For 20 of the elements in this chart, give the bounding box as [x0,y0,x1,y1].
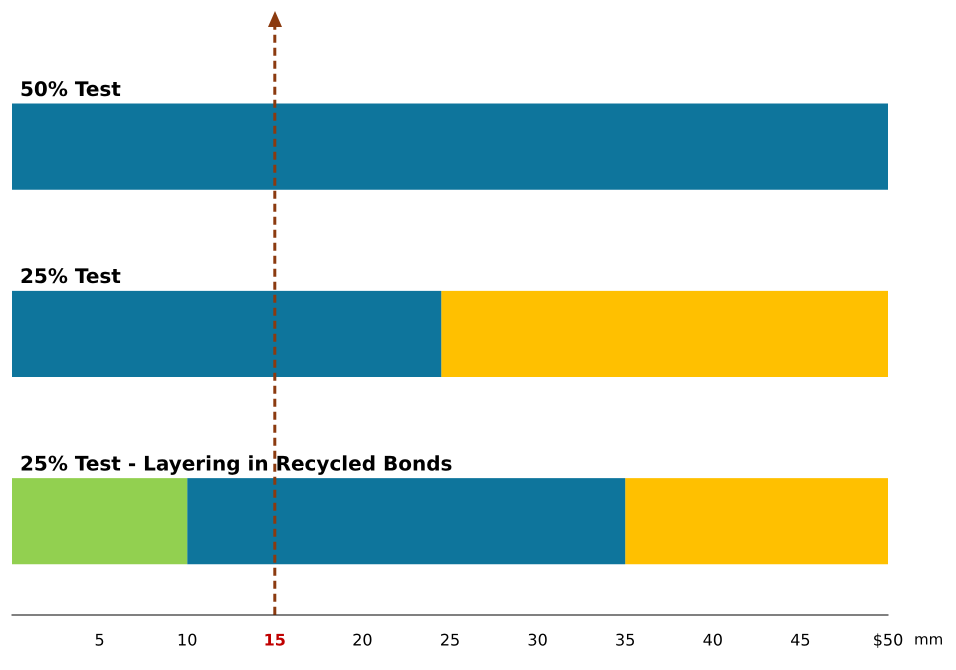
x-tick-label: 45 [790,630,811,650]
x-tick-label: 20 [352,630,373,650]
bar [187,478,626,564]
x-tick-label: 40 [702,630,723,650]
bar [12,478,188,564]
y-tick-label: 25% Test - Layering in Recycled Bonds [20,451,452,476]
x-tick-label: 30 [527,630,548,650]
bar [441,290,888,377]
x-axis-title: mm [914,630,944,649]
bar [625,478,888,564]
x-tick-label: 25 [440,630,460,650]
x-tick-label: 15 [264,630,286,650]
y-tick-label: 50% Test [20,76,122,101]
x-tick-label: 10 [177,630,198,650]
x-tick-label: $50 [872,630,904,650]
x-tick-label: 5 [94,630,105,650]
bar [12,104,888,190]
bar [12,290,442,377]
x-tick-label: 35 [615,630,636,650]
y-tick-label: 25% Test [20,264,122,288]
